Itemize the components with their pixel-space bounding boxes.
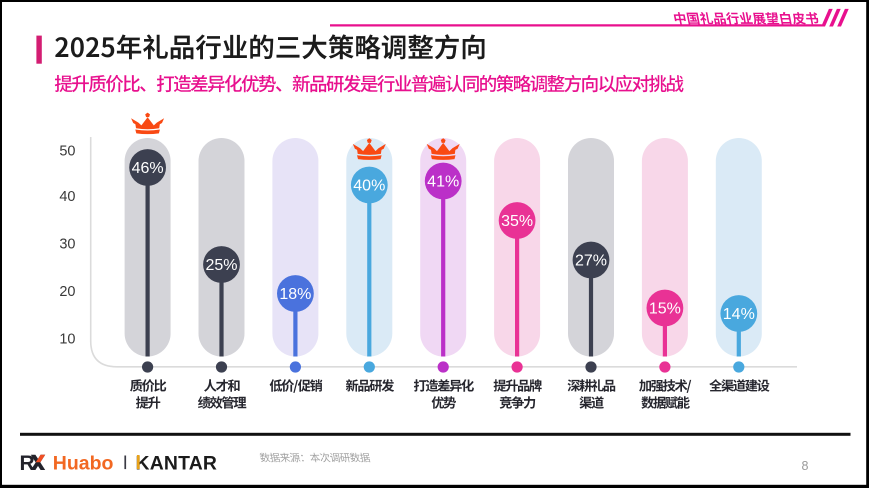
svg-text:27%: 27%: [575, 252, 607, 269]
svg-text:46%: 46%: [132, 160, 164, 177]
svg-text:Huabo: Huabo: [53, 453, 114, 475]
svg-text:14%: 14%: [723, 306, 755, 323]
svg-text:35%: 35%: [501, 213, 533, 230]
svg-text:KANTAR: KANTAR: [136, 452, 218, 474]
svg-text:40%: 40%: [353, 177, 385, 194]
svg-text:18%: 18%: [279, 286, 311, 303]
svg-text:40: 40: [59, 189, 75, 205]
svg-text:41%: 41%: [427, 173, 459, 190]
svg-text:50: 50: [59, 144, 75, 160]
svg-text:30: 30: [59, 237, 75, 253]
svg-text:20: 20: [59, 284, 75, 300]
svg-text:8: 8: [802, 459, 809, 473]
svg-text:25%: 25%: [205, 257, 237, 274]
svg-text:15%: 15%: [649, 300, 681, 317]
svg-text:R: R: [20, 452, 35, 475]
svg-text:10: 10: [59, 332, 75, 348]
